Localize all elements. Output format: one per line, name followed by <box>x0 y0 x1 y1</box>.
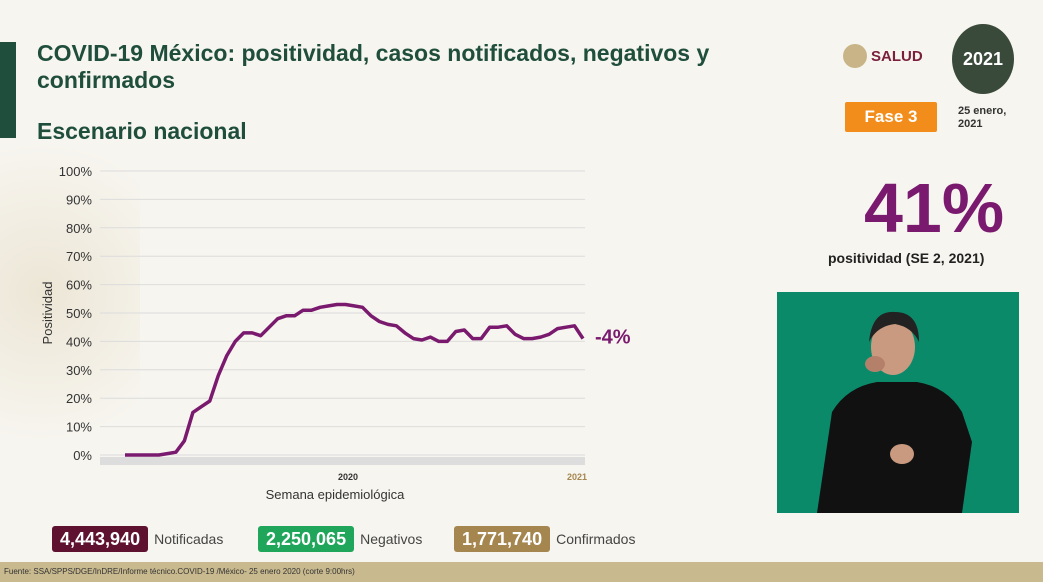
phase-badge: Fase 3 <box>845 102 937 132</box>
accent-bar <box>0 42 16 138</box>
sign-language-interpreter-video <box>777 292 1019 513</box>
stat-value: 1,771,740 <box>454 526 551 552</box>
change-annotation: -4% <box>595 327 631 349</box>
y-tick-label: 90% <box>66 192 92 207</box>
salud-text: SALUD <box>871 47 923 65</box>
stat-value: 2,250,065 <box>258 526 355 552</box>
seal-icon <box>843 44 867 68</box>
source-footer: Fuente: SSA/SPPS/DGE/InDRE/Informe técni… <box>0 562 1043 582</box>
y-tick-label: 70% <box>66 249 92 264</box>
year-label-2020: 2020 <box>338 472 358 482</box>
report-date: 25 enero, 2021 <box>958 105 1007 130</box>
stat-label: Notificadas <box>154 531 224 547</box>
positivity-line <box>125 302 585 457</box>
y-tick-label: 30% <box>66 363 92 378</box>
y-tick-label: 100% <box>59 164 93 179</box>
stat-negativos: 2,250,065 Negativos <box>258 526 422 552</box>
interpreter-figure <box>817 311 972 513</box>
y-tick-label: 80% <box>66 221 92 236</box>
positivity-chart: 0% 10% 20% 30% 40% 50% 60% 70% 80% 90% 100% 2020 202… <box>40 164 631 502</box>
background-pattern <box>0 140 140 520</box>
positivity-label: positividad (SE 2, 2021) <box>828 250 985 266</box>
y-axis-label: Positividad <box>40 282 55 345</box>
stat-value: 4,443,940 <box>52 526 149 552</box>
y-tick-label: 0% <box>73 448 92 463</box>
positivity-value: 41% <box>864 169 1005 247</box>
y-tick-label: 10% <box>66 420 92 435</box>
x-axis-band <box>100 457 585 465</box>
stat-notificadas: 4,443,940 Notificadas <box>52 526 223 552</box>
stat-confirmados: 1,771,740 Confirmados <box>454 526 635 552</box>
stat-label: Confirmados <box>556 531 636 547</box>
salud-logo: SALUD <box>843 44 923 68</box>
logo-2021: 2021 <box>952 24 1014 94</box>
logo-year: 2021 <box>962 48 1004 69</box>
page-subtitle: Escenario nacional <box>37 118 247 144</box>
y-tick-label: 20% <box>66 391 92 406</box>
stat-label: Negativos <box>360 531 423 547</box>
year-label-2021: 2021 <box>567 472 587 482</box>
y-tick-label: 60% <box>66 278 92 293</box>
y-tick-label: 40% <box>66 334 92 349</box>
page-title: COVID-19 México: positividad, casos noti… <box>37 40 710 93</box>
x-axis-label: Semana epidemiológica <box>266 487 406 502</box>
y-tick-label: 50% <box>66 306 92 321</box>
